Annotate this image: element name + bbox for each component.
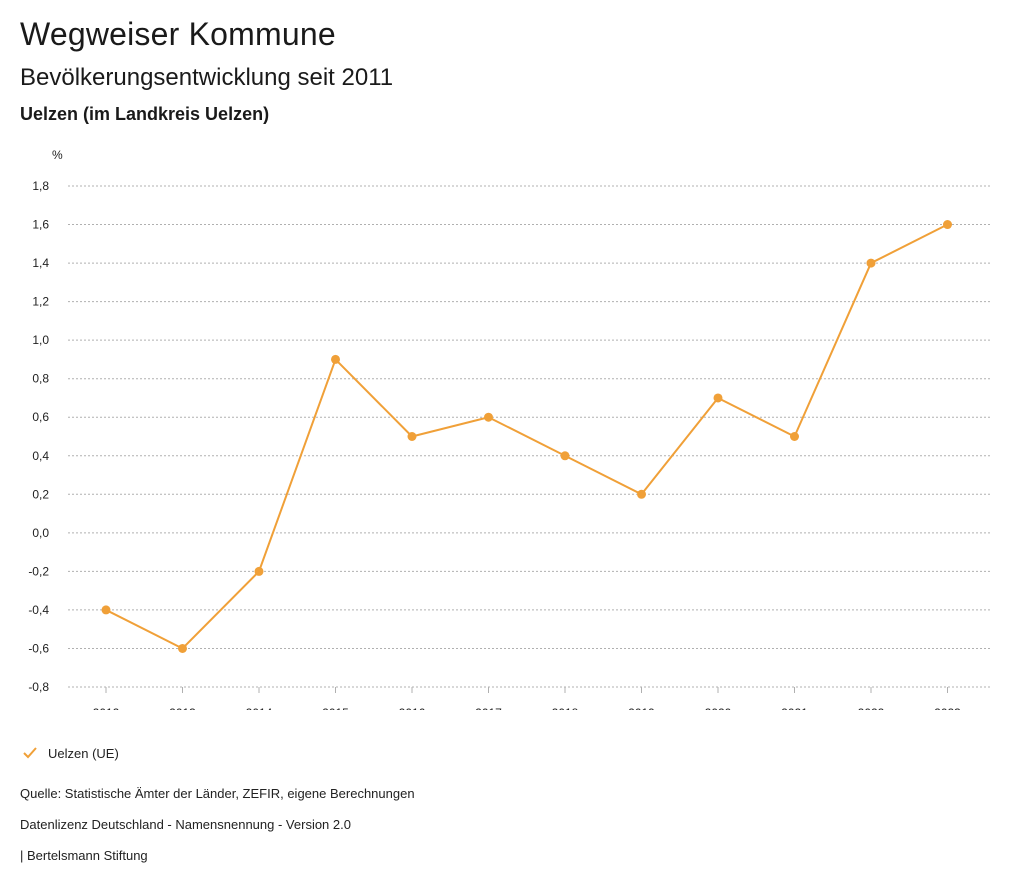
y-tick-label: -0,8: [28, 680, 49, 694]
x-tick-label: 2015: [322, 706, 349, 710]
y-tick-label: 0,0: [32, 526, 49, 540]
series-layer: 2012: -0,4 2013: -0,6 2014: -0,2 2015: 0,9 2…: [101, 220, 952, 653]
x-tick-label: 2014: [246, 706, 273, 710]
data-point[interactable]: 2012: -0,4: [101, 605, 111, 615]
license-note: Datenlizenz Deutschland - Namensnennung …: [20, 817, 351, 832]
x-tick-label: 2018: [552, 706, 579, 710]
checkmark-icon: [23, 747, 37, 759]
legend-label: Uelzen (UE): [48, 745, 119, 761]
data-point[interactable]: 2019: 0,2: [637, 489, 646, 499]
x-tick-label: 2012: [93, 706, 120, 710]
data-point[interactable]: 2018: 0,4: [560, 451, 570, 461]
x-tick-label: 2017: [475, 706, 502, 710]
y-tick-label: 1,2: [32, 295, 49, 309]
page-title: Wegweiser Kommune: [20, 16, 336, 52]
data-point[interactable]: 2020: 0,7: [713, 393, 723, 403]
y-tick-label: -0,2: [28, 564, 49, 578]
y-tick-label: 0,2: [32, 487, 49, 501]
y-axis-unit-label: %: [52, 148, 63, 162]
x-tick-label: 2020: [705, 706, 732, 710]
x-tick-label: 2013: [169, 706, 196, 710]
x-tick-label: 2021: [781, 706, 808, 710]
data-point[interactable]: 2021: 0,5: [790, 432, 799, 441]
data-point[interactable]: 2017: 0,6: [484, 412, 493, 422]
data-point[interactable]: 2022: 1,4: [866, 258, 876, 268]
chart-subtitle: Bevölkerungsentwicklung seit 2011: [20, 64, 394, 91]
data-point[interactable]: 2014: -0,2: [254, 566, 264, 576]
x-tick-label: 2016: [399, 706, 426, 710]
legend[interactable]: Uelzen (UE): [22, 745, 119, 761]
data-point[interactable]: 2023: 1,6: [943, 220, 952, 230]
y-tick-label: -0,6: [28, 641, 49, 655]
data-point[interactable]: 2015: 0,9: [331, 354, 340, 364]
region-label: Uelzen (im Landkreis Uelzen): [20, 104, 270, 124]
source-note: Quelle: Statistische Ämter der Länder, Z…: [20, 786, 415, 801]
y-tick-label: 1,0: [32, 333, 49, 347]
x-tick-label: 2022: [858, 706, 885, 710]
series-line: [105, 223, 948, 650]
x-tick-label: 2019: [628, 706, 655, 710]
line-chart: % 1,8 1,6 1,4 1,2 1,0 0,8 0,6 0,4 0,2 0,0 -0,2 -0,4…: [28, 148, 990, 710]
y-tick-label: 0,4: [32, 449, 49, 463]
data-point[interactable]: 2016: 0,5: [407, 432, 417, 441]
y-tick-label: 1,4: [32, 256, 49, 270]
x-axis-ticks: 2012 2013 2014 2015 2016 2017 2018 2019 2020 2021…: [93, 687, 961, 710]
y-axis-ticks: 1,8 1,6 1,4 1,2 1,0 0,8 0,6 0,4 0,2 0,0 -0,2 -0,4 -0…: [28, 179, 49, 694]
y-tick-label: 0,6: [32, 410, 49, 424]
publisher-note: | Bertelsmann Stiftung: [20, 848, 148, 863]
y-tick-label: 1,8: [32, 179, 49, 193]
grid-lines: [68, 185, 990, 688]
data-point[interactable]: 2013: -0,6: [178, 643, 187, 653]
x-tick-label: 2023: [934, 706, 961, 710]
y-tick-label: 0,8: [32, 372, 49, 386]
y-tick-label: 1,6: [32, 218, 49, 232]
y-tick-label: -0,4: [28, 603, 49, 617]
